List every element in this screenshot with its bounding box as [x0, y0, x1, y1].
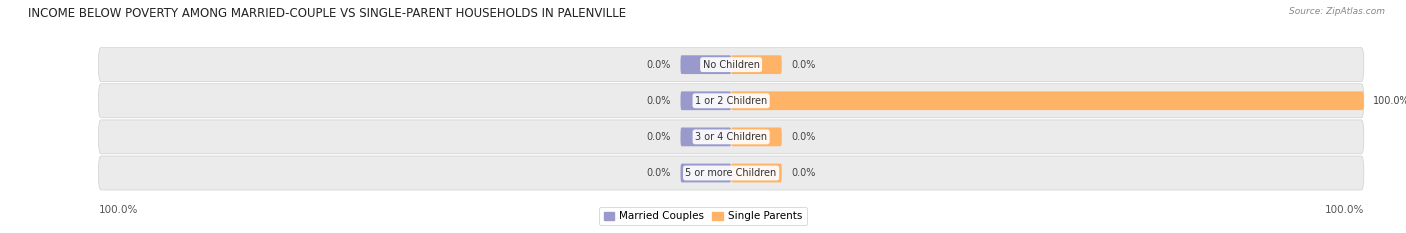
FancyBboxPatch shape — [731, 55, 782, 74]
Text: 1 or 2 Children: 1 or 2 Children — [695, 96, 768, 106]
Text: 100.0%: 100.0% — [98, 205, 138, 215]
Text: 5 or more Children: 5 or more Children — [686, 168, 776, 178]
FancyBboxPatch shape — [98, 120, 1364, 154]
FancyBboxPatch shape — [681, 164, 731, 182]
Text: 0.0%: 0.0% — [647, 96, 671, 106]
FancyBboxPatch shape — [731, 164, 782, 182]
Text: No Children: No Children — [703, 60, 759, 70]
Text: 0.0%: 0.0% — [792, 60, 815, 70]
Text: 0.0%: 0.0% — [792, 132, 815, 142]
Text: 100.0%: 100.0% — [1324, 205, 1364, 215]
FancyBboxPatch shape — [98, 156, 1364, 190]
Text: Source: ZipAtlas.com: Source: ZipAtlas.com — [1289, 7, 1385, 16]
Text: 0.0%: 0.0% — [647, 60, 671, 70]
FancyBboxPatch shape — [98, 48, 1364, 82]
FancyBboxPatch shape — [681, 91, 731, 110]
Text: 0.0%: 0.0% — [647, 132, 671, 142]
FancyBboxPatch shape — [731, 127, 782, 146]
Text: 100.0%: 100.0% — [1374, 96, 1406, 106]
Text: 3 or 4 Children: 3 or 4 Children — [695, 132, 768, 142]
FancyBboxPatch shape — [681, 55, 731, 74]
Text: 0.0%: 0.0% — [647, 168, 671, 178]
Legend: Married Couples, Single Parents: Married Couples, Single Parents — [599, 207, 807, 226]
FancyBboxPatch shape — [98, 84, 1364, 118]
FancyBboxPatch shape — [731, 91, 1364, 110]
Text: INCOME BELOW POVERTY AMONG MARRIED-COUPLE VS SINGLE-PARENT HOUSEHOLDS IN PALENVI: INCOME BELOW POVERTY AMONG MARRIED-COUPL… — [28, 7, 626, 20]
FancyBboxPatch shape — [681, 127, 731, 146]
Text: 0.0%: 0.0% — [792, 168, 815, 178]
